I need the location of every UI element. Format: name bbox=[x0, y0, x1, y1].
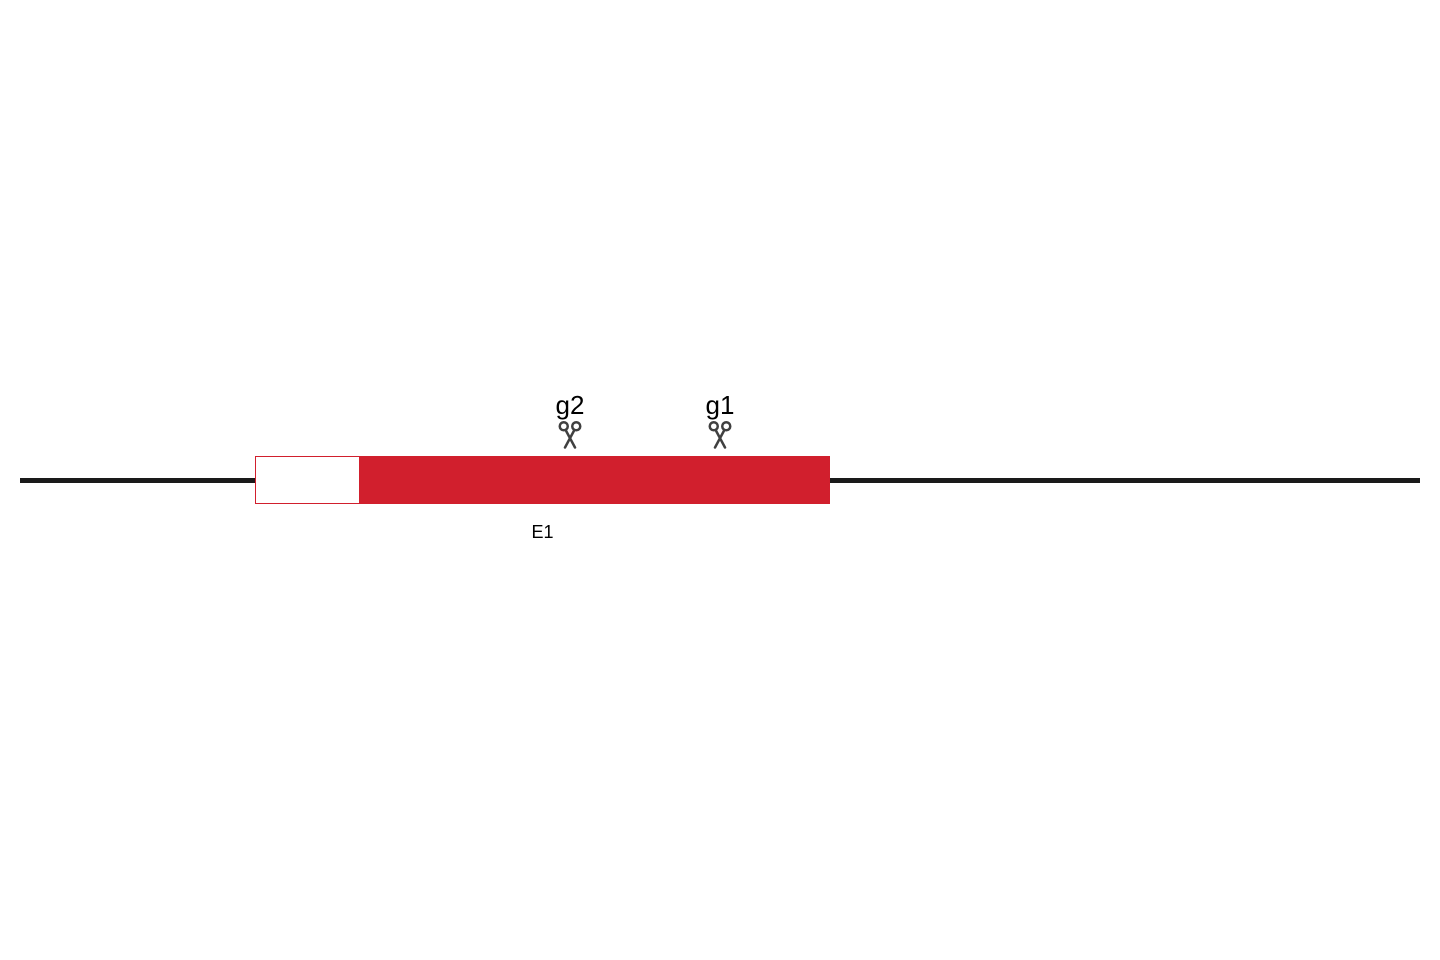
scissors-icon bbox=[555, 420, 585, 450]
guide-label: g2 bbox=[556, 390, 585, 421]
guide-label: g1 bbox=[706, 390, 735, 421]
exon-coding-box bbox=[360, 456, 830, 504]
scissors-icon bbox=[705, 420, 735, 450]
gene-diagram: E1 g2 g1 bbox=[0, 0, 1440, 960]
exon-label: E1 bbox=[531, 522, 553, 543]
exon-utr-box bbox=[255, 456, 360, 504]
